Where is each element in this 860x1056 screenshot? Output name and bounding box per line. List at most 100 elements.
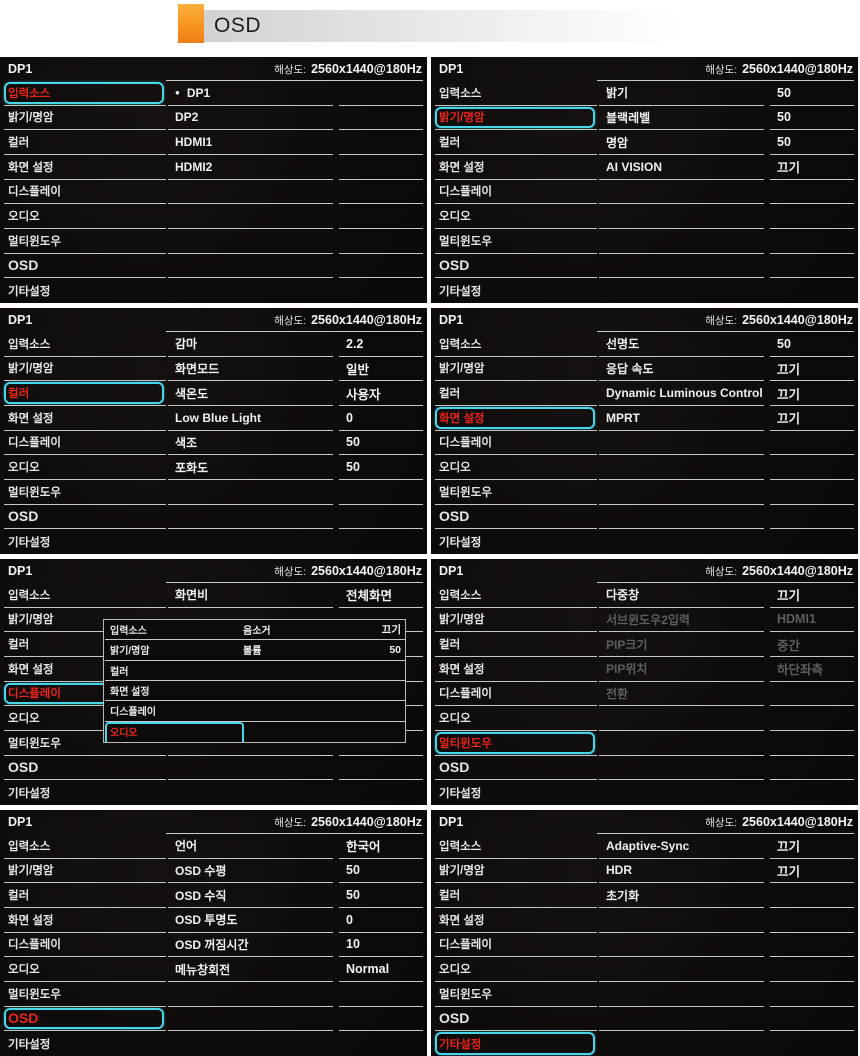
option-cell[interactable]: 선명도: [599, 332, 764, 357]
option-value-cell[interactable]: 2.2: [339, 332, 423, 357]
submenu-option-cell[interactable]: 음소거: [239, 620, 378, 641]
submenu-option-value-cell[interactable]: 50: [378, 640, 405, 661]
option-value-cell[interactable]: 50: [339, 431, 423, 456]
option-value-cell[interactable]: 끄기: [770, 834, 854, 859]
sidebar-item-color[interactable]: 컬러: [4, 632, 166, 657]
sidebar-item-audio[interactable]: 오디오: [4, 957, 166, 982]
option-cell[interactable]: 응답 속도: [599, 357, 764, 382]
sidebar-item-input-source[interactable]: 입력소스: [4, 583, 166, 608]
sidebar-item-other-settings[interactable]: 기타설정: [4, 529, 166, 554]
sidebar-item-screen-settings[interactable]: 화면 설정: [435, 908, 597, 933]
option-cell[interactable]: 다중창: [599, 583, 764, 608]
option-value-cell[interactable]: 50: [339, 883, 423, 908]
sidebar-item-display[interactable]: 디스플레이: [4, 431, 166, 456]
option-cell[interactable]: OSD 수평: [168, 859, 333, 884]
sidebar-item-color[interactable]: 컬러: [435, 381, 597, 406]
sidebar-item-osd[interactable]: OSD: [4, 505, 166, 530]
sidebar-item-other-settings[interactable]: 기타설정: [4, 780, 166, 805]
sidebar-item-screen-settings[interactable]: 화면 설정: [4, 406, 166, 431]
option-cell[interactable]: Adaptive-Sync: [599, 834, 764, 859]
option-value-cell[interactable]: 0: [339, 406, 423, 431]
option-cell[interactable]: 전환: [599, 682, 764, 707]
option-value-cell[interactable]: 한국어: [339, 834, 423, 859]
sidebar-item-audio[interactable]: 오디오: [435, 957, 597, 982]
option-value-cell[interactable]: 일반: [339, 357, 423, 382]
sidebar-item-display[interactable]: 디스플레이: [435, 682, 597, 707]
option-cell[interactable]: 초기화: [599, 883, 764, 908]
sidebar-item-other-settings[interactable]: 기타설정: [435, 278, 597, 303]
submenu-sidebar-item-brightness-contrast[interactable]: 밝기/명암: [105, 640, 239, 661]
submenu-sidebar-item-input-source[interactable]: 입력소스: [105, 620, 239, 641]
option-cell[interactable]: DP2: [168, 106, 333, 131]
option-cell[interactable]: PIP위치: [599, 657, 764, 682]
option-cell[interactable]: 서브윈도우2입력: [599, 608, 764, 633]
sidebar-item-audio[interactable]: 오디오: [435, 706, 597, 731]
sidebar-item-brightness-contrast[interactable]: 밝기/명암: [435, 106, 597, 131]
option-value-cell[interactable]: HDMI1: [770, 608, 854, 633]
submenu-option-cell[interactable]: 볼륨: [239, 640, 378, 661]
sidebar-item-color[interactable]: 컬러: [435, 632, 597, 657]
option-value-cell[interactable]: 사용자: [339, 381, 423, 406]
option-cell[interactable]: MPRT: [599, 406, 764, 431]
submenu-option-value-cell[interactable]: 끄기: [378, 620, 405, 641]
option-cell[interactable]: OSD 꺼짐시간: [168, 933, 333, 958]
sidebar-item-osd[interactable]: OSD: [435, 505, 597, 530]
sidebar-item-brightness-contrast[interactable]: 밝기/명암: [4, 608, 166, 633]
sidebar-item-osd[interactable]: OSD: [4, 756, 166, 781]
sidebar-item-display[interactable]: 디스플레이: [4, 180, 166, 205]
sidebar-item-osd[interactable]: OSD: [435, 254, 597, 279]
option-cell[interactable]: 감마: [168, 332, 333, 357]
sidebar-item-multi-window[interactable]: 멀티윈도우: [435, 229, 597, 254]
sidebar-item-multi-window[interactable]: 멀티윈도우: [4, 229, 166, 254]
sidebar-item-osd[interactable]: OSD: [435, 1007, 597, 1032]
sidebar-item-multi-window[interactable]: 멀티윈도우: [435, 982, 597, 1007]
option-value-cell[interactable]: 50: [770, 130, 854, 155]
sidebar-item-brightness-contrast[interactable]: 밝기/명암: [435, 357, 597, 382]
sidebar-item-audio[interactable]: 오디오: [435, 204, 597, 229]
sidebar-item-multi-window[interactable]: 멀티윈도우: [435, 731, 597, 756]
sidebar-item-osd[interactable]: OSD: [4, 254, 166, 279]
submenu-sidebar-item-color[interactable]: 컬러: [105, 661, 239, 681]
sidebar-item-screen-settings[interactable]: 화면 설정: [435, 657, 597, 682]
option-cell[interactable]: Dynamic Luminous Control: [599, 381, 764, 406]
sidebar-item-audio[interactable]: 오디오: [4, 455, 166, 480]
option-value-cell[interactable]: 끄기: [770, 859, 854, 884]
option-cell[interactable]: OSD 수직: [168, 883, 333, 908]
sidebar-item-brightness-contrast[interactable]: 밝기/명암: [4, 859, 166, 884]
sidebar-item-screen-settings[interactable]: 화면 설정: [435, 155, 597, 180]
option-cell[interactable]: HDR: [599, 859, 764, 884]
option-cell[interactable]: 색온도: [168, 381, 333, 406]
sidebar-item-multi-window[interactable]: 멀티윈도우: [4, 731, 166, 756]
sidebar-item-multi-window[interactable]: 멀티윈도우: [4, 480, 166, 505]
option-value-cell[interactable]: 끄기: [770, 381, 854, 406]
option-cell[interactable]: 명암: [599, 130, 764, 155]
sidebar-item-other-settings[interactable]: 기타설정: [435, 780, 597, 805]
sidebar-item-audio[interactable]: 오디오: [4, 706, 166, 731]
sidebar-item-input-source[interactable]: 입력소스: [435, 81, 597, 106]
option-cell[interactable]: 메뉴창회전: [168, 957, 333, 982]
option-cell[interactable]: 화면모드: [168, 357, 333, 382]
option-value-cell[interactable]: 중간: [770, 632, 854, 657]
sidebar-item-other-settings[interactable]: 기타설정: [4, 278, 166, 303]
sidebar-item-display[interactable]: 디스플레이: [435, 431, 597, 456]
sidebar-item-color[interactable]: 컬러: [4, 381, 166, 406]
sidebar-item-other-settings[interactable]: 기타설정: [4, 1031, 166, 1056]
option-value-cell[interactable]: 끄기: [770, 406, 854, 431]
option-value-cell[interactable]: 50: [770, 106, 854, 131]
option-value-cell[interactable]: 10: [339, 933, 423, 958]
sidebar-item-other-settings[interactable]: 기타설정: [435, 529, 597, 554]
sidebar-item-input-source[interactable]: 입력소스: [435, 332, 597, 357]
option-value-cell[interactable]: Normal: [339, 957, 423, 982]
option-value-cell[interactable]: 하단좌측: [770, 657, 854, 682]
sidebar-item-osd[interactable]: OSD: [435, 756, 597, 781]
option-cell[interactable]: 화면비: [168, 583, 333, 608]
option-value-cell[interactable]: 50: [770, 332, 854, 357]
sidebar-item-audio[interactable]: 오디오: [435, 455, 597, 480]
submenu-sidebar-item-display[interactable]: 디스플레이: [105, 701, 239, 722]
sidebar-item-osd[interactable]: OSD: [4, 1007, 166, 1032]
option-value-cell[interactable]: 끄기: [770, 155, 854, 180]
sidebar-item-multi-window[interactable]: 멀티윈도우: [435, 480, 597, 505]
submenu-sidebar-item-audio[interactable]: 오디오: [105, 721, 244, 742]
option-value-cell[interactable]: 끄기: [770, 357, 854, 382]
option-value-cell[interactable]: 50: [770, 81, 854, 106]
